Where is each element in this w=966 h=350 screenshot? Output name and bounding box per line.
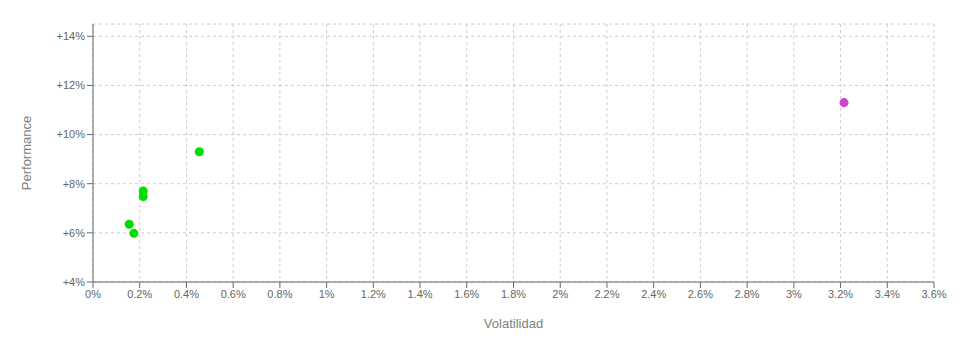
svg-text:3.6%: 3.6% [921,288,946,300]
svg-text:2.8%: 2.8% [735,288,760,300]
svg-text:0.6%: 0.6% [221,288,246,300]
svg-text:1.6%: 1.6% [454,288,479,300]
svg-text:+4%: +4% [63,276,86,288]
svg-text:2.4%: 2.4% [641,288,666,300]
svg-text:1.2%: 1.2% [361,288,386,300]
svg-text:2%: 2% [552,288,568,300]
svg-text:3%: 3% [786,288,802,300]
svg-text:2.2%: 2.2% [594,288,619,300]
svg-text:1.4%: 1.4% [408,288,433,300]
svg-text:3.4%: 3.4% [875,288,900,300]
svg-text:1.8%: 1.8% [501,288,526,300]
svg-text:+14%: +14% [57,30,86,42]
svg-text:0.8%: 0.8% [267,288,292,300]
svg-text:0.2%: 0.2% [127,288,152,300]
svg-text:0.4%: 0.4% [174,288,199,300]
svg-text:+12%: +12% [57,79,86,91]
svg-text:Performance: Performance [19,116,34,190]
svg-text:+8%: +8% [63,178,86,190]
svg-text:Volatilidad: Volatilidad [484,316,543,331]
svg-text:1%: 1% [319,288,335,300]
svg-text:0%: 0% [85,288,101,300]
svg-text:+6%: +6% [63,227,86,239]
svg-text:+10%: +10% [57,128,86,140]
svg-text:3.2%: 3.2% [828,288,853,300]
svg-text:2.6%: 2.6% [688,288,713,300]
